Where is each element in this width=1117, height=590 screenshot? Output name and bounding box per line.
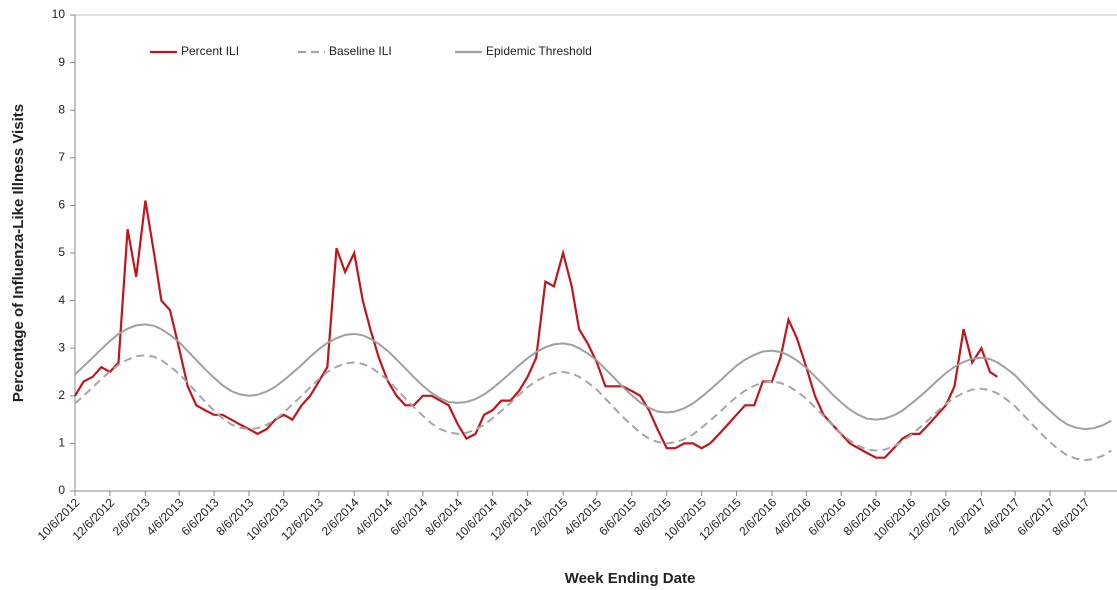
x-tick-label: 6/6/2013 xyxy=(178,495,221,538)
x-tick-label: 8/6/2017 xyxy=(1049,495,1092,538)
y-tick-label: 7 xyxy=(58,150,65,164)
y-tick-label: 8 xyxy=(58,102,65,116)
y-tick-label: 4 xyxy=(58,293,65,307)
series-line xyxy=(74,200,998,459)
x-tick-label: 4/6/2014 xyxy=(352,495,395,538)
y-tick-label: 9 xyxy=(58,55,65,69)
x-tick-label: 4/6/2013 xyxy=(144,495,187,538)
series-line xyxy=(74,323,1112,431)
y-tick-label: 10 xyxy=(52,7,66,21)
legend-label: Epidemic Threshold xyxy=(486,44,592,58)
series-line xyxy=(74,354,1112,462)
y-tick-label: 6 xyxy=(58,198,65,212)
x-tick-label: 6/6/2017 xyxy=(1014,495,1057,538)
x-tick-label: 4/6/2015 xyxy=(561,495,604,538)
y-axis-title: Percentage of Influenza-Like Illness Vis… xyxy=(10,104,27,402)
y-tick-label: 3 xyxy=(58,340,65,354)
x-tick-label: 6/6/2014 xyxy=(387,495,430,538)
x-axis-title: Week Ending Date xyxy=(565,570,696,587)
y-tick-label: 1 xyxy=(58,436,65,450)
y-tick-label: 0 xyxy=(58,483,65,497)
y-tick-label: 2 xyxy=(58,388,65,402)
legend-label: Baseline ILI xyxy=(329,44,392,58)
x-tick-label: 4/6/2017 xyxy=(980,495,1023,538)
x-tick-label: 6/6/2016 xyxy=(806,495,849,538)
legend-label: Percent ILI xyxy=(181,44,239,58)
x-tick-label: 6/6/2015 xyxy=(596,495,639,538)
y-tick-label: 5 xyxy=(58,245,65,259)
x-tick-label: 4/6/2016 xyxy=(771,495,814,538)
